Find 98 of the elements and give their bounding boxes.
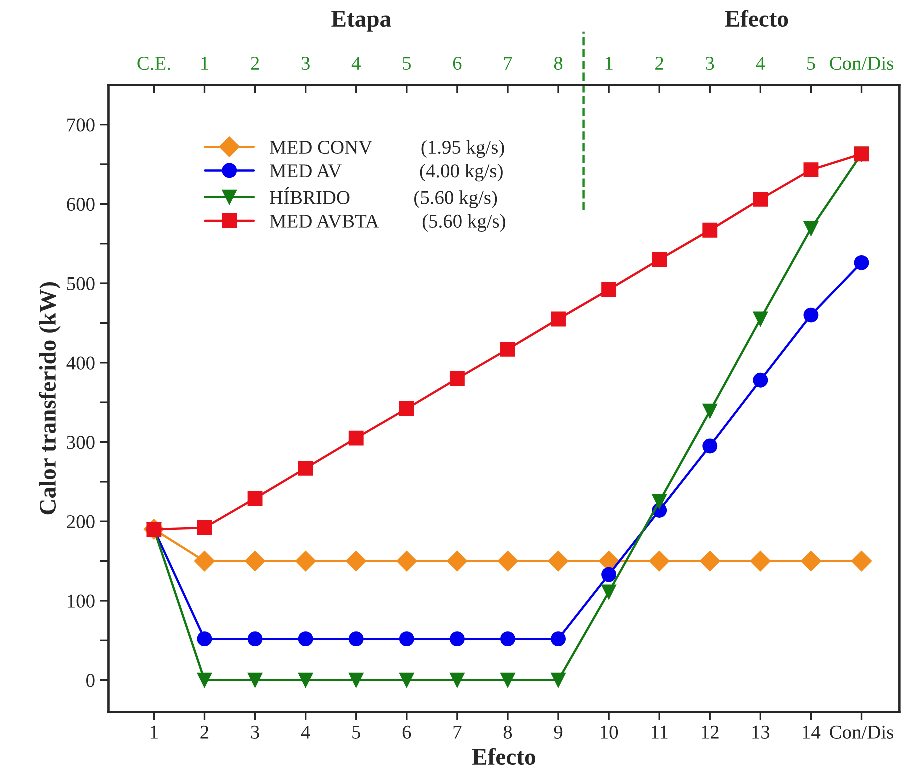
point	[399, 401, 414, 416]
y-tick-label: 300	[67, 436, 95, 450]
point	[194, 550, 216, 572]
point	[804, 221, 819, 236]
x-tick-label: 1	[151, 726, 158, 739]
point	[753, 192, 768, 207]
point	[602, 567, 617, 582]
point	[348, 672, 364, 688]
y-tick-label: 600	[67, 198, 95, 212]
x-tick-label: 6	[402, 726, 412, 739]
point	[197, 632, 212, 647]
point	[700, 550, 720, 572]
point	[396, 550, 418, 572]
text: Efecto	[725, 10, 788, 28]
point	[804, 162, 819, 178]
point	[851, 550, 872, 572]
y-tick-label: 700	[68, 118, 95, 132]
point	[248, 672, 263, 688]
point	[450, 672, 465, 688]
annotation: C.E.	[138, 57, 170, 70]
point	[298, 460, 314, 476]
annotation: 7	[504, 57, 512, 70]
point	[551, 632, 566, 647]
x-tick-label: 9	[554, 726, 563, 739]
point	[197, 672, 212, 688]
point	[804, 308, 819, 323]
annotation: Con/Dis	[830, 57, 894, 70]
point	[295, 550, 316, 572]
point	[298, 632, 314, 647]
legend-label: MED CONV (1.95 kg/s)	[270, 140, 504, 158]
point	[702, 438, 718, 454]
x-tick-label: 4	[301, 726, 310, 739]
point	[298, 672, 314, 688]
x-tick-label: 11	[652, 726, 668, 739]
annotation: 2	[656, 57, 664, 70]
point	[399, 632, 414, 647]
point	[548, 550, 569, 572]
point	[500, 672, 516, 688]
point	[551, 672, 566, 688]
point	[649, 550, 670, 572]
y-tick-label: 200	[67, 515, 95, 529]
y-tick-label: 0	[86, 674, 95, 688]
annotation: 4	[352, 57, 361, 70]
point	[602, 584, 617, 600]
x-tick-label: 12	[702, 726, 719, 739]
point	[346, 550, 367, 572]
point	[854, 255, 870, 270]
x-tick-label: 14	[803, 726, 821, 739]
x-tick-label: Con/Dis	[830, 726, 894, 739]
annotation: 2	[251, 57, 260, 70]
point	[702, 404, 718, 419]
y-axis-title: Calor transferido (kW)	[39, 282, 61, 515]
point	[348, 430, 364, 446]
x-tick-label: 2	[200, 726, 209, 739]
x-tick-label: 5	[352, 726, 360, 739]
annotation: 3	[302, 57, 310, 70]
point	[500, 632, 516, 647]
point	[800, 550, 822, 572]
point	[702, 222, 718, 238]
x-tick-label: 10	[601, 726, 618, 739]
annotation: 5	[807, 57, 816, 70]
annotation: 6	[453, 57, 462, 70]
point	[447, 550, 468, 572]
point	[551, 312, 566, 327]
point	[450, 632, 465, 647]
x-tick-label: 3	[251, 726, 260, 739]
point	[753, 312, 768, 327]
annotation: 3	[706, 57, 714, 70]
annotation: 1	[202, 57, 208, 70]
x-tick-label: 13	[752, 726, 770, 739]
point	[399, 672, 414, 688]
annotation: 4	[756, 57, 766, 70]
y-tick-label: 500	[67, 277, 95, 290]
point	[652, 494, 668, 510]
text: Etapa	[332, 11, 392, 32]
point	[652, 252, 668, 268]
point	[348, 632, 364, 647]
legend-label: HÍBRIDO (5.60 kg/s)	[270, 188, 498, 208]
y-tick-label: 400	[66, 356, 95, 370]
point	[248, 491, 263, 506]
annotation: 5	[403, 57, 412, 70]
y-tick-label: 100	[68, 594, 95, 608]
point	[244, 550, 266, 572]
point	[753, 372, 768, 388]
point	[498, 550, 518, 572]
point	[750, 550, 772, 572]
point	[197, 520, 212, 536]
annotation: 8	[554, 56, 563, 70]
point	[248, 632, 263, 647]
point	[450, 371, 465, 386]
legend-label: MED AVBTA (5.60 kg/s)	[270, 214, 506, 232]
x-tick-label: 7	[454, 726, 462, 739]
annotation: 1	[606, 57, 613, 70]
x-axis-title: Efecto	[472, 748, 536, 766]
legend-label: MED AV (4.00 kg/s)	[270, 164, 503, 182]
point	[602, 282, 617, 298]
x-tick-label: 8	[504, 726, 512, 739]
point	[500, 342, 516, 357]
